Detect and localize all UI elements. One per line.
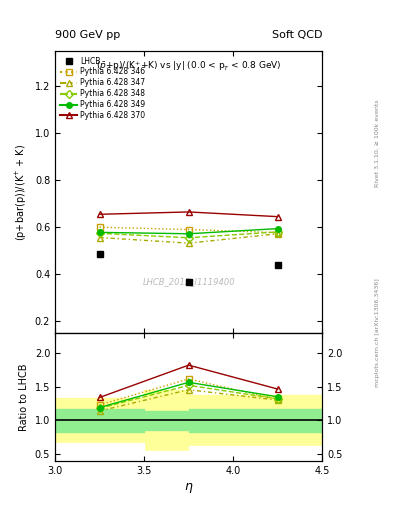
Y-axis label: (p+bar(p))/(K$^{+}$ + K): (p+bar(p))/(K$^{+}$ + K): [14, 143, 29, 241]
Text: 900 GeV pp: 900 GeV pp: [55, 30, 120, 40]
Text: Rivet 3.1.10, ≥ 100k events: Rivet 3.1.10, ≥ 100k events: [375, 99, 380, 187]
X-axis label: $\eta$: $\eta$: [184, 481, 193, 495]
Text: ($\bar{p}$+p)/(K$^{+}$+K) vs |y| (0.0 < p$_{T}$ < 0.8 GeV): ($\bar{p}$+p)/(K$^{+}$+K) vs |y| (0.0 < …: [96, 60, 281, 73]
Y-axis label: Ratio to LHCB: Ratio to LHCB: [19, 363, 29, 431]
Legend: LHCB, Pythia 6.428 346, Pythia 6.428 347, Pythia 6.428 348, Pythia 6.428 349, Py: LHCB, Pythia 6.428 346, Pythia 6.428 347…: [59, 55, 147, 122]
Text: Soft QCD: Soft QCD: [272, 30, 322, 40]
Text: mcplots.cern.ch [arXiv:1306.3436]: mcplots.cern.ch [arXiv:1306.3436]: [375, 279, 380, 387]
Text: LHCB_2012_I1119400: LHCB_2012_I1119400: [142, 278, 235, 287]
